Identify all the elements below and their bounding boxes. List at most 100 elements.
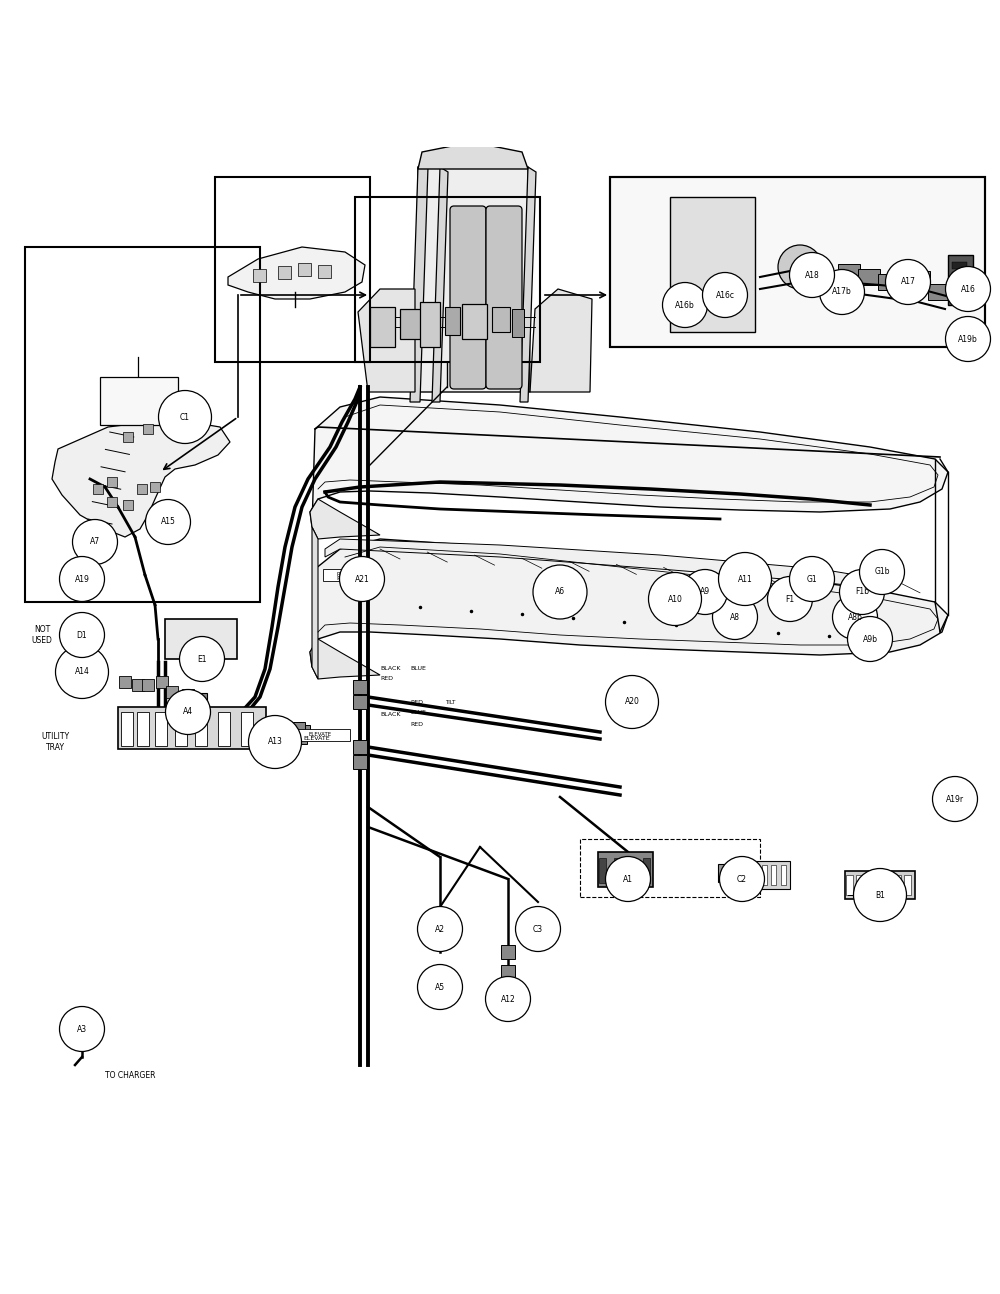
Text: BLUE: BLUE — [410, 666, 426, 672]
Bar — [192, 694, 207, 705]
Polygon shape — [310, 397, 948, 527]
Bar — [137, 484, 147, 494]
Text: C1: C1 — [180, 413, 190, 422]
Bar — [400, 309, 425, 339]
Bar — [908, 270, 930, 287]
Text: E1: E1 — [197, 655, 207, 664]
Bar — [68, 619, 88, 637]
Text: A16: A16 — [961, 285, 975, 294]
Bar — [420, 302, 440, 347]
Bar — [25, 247, 260, 602]
Text: A14: A14 — [75, 668, 89, 677]
Circle shape — [166, 690, 210, 735]
Polygon shape — [415, 157, 530, 392]
Bar — [123, 499, 133, 510]
Text: A2: A2 — [435, 924, 445, 933]
Bar — [93, 484, 103, 494]
Bar — [512, 309, 524, 336]
Circle shape — [946, 317, 990, 361]
Bar — [762, 864, 767, 885]
Text: INVACARE: INVACARE — [470, 261, 475, 292]
Text: C3: C3 — [533, 924, 543, 933]
Bar — [628, 858, 635, 883]
Circle shape — [682, 569, 728, 615]
Bar — [771, 864, 776, 885]
Text: A4: A4 — [183, 708, 193, 717]
Polygon shape — [358, 289, 415, 392]
Text: A17b: A17b — [832, 287, 852, 296]
Bar — [610, 177, 985, 347]
Bar — [670, 197, 755, 333]
Bar — [621, 858, 635, 872]
Circle shape — [848, 616, 893, 661]
Bar — [155, 712, 167, 747]
Bar — [291, 722, 305, 736]
Text: A9: A9 — [700, 587, 710, 597]
Circle shape — [718, 553, 772, 606]
Text: F1: F1 — [785, 594, 795, 603]
Text: A6: A6 — [555, 587, 565, 597]
Circle shape — [606, 857, 650, 902]
Circle shape — [854, 868, 906, 921]
Polygon shape — [432, 167, 448, 402]
Circle shape — [662, 282, 708, 327]
Bar — [218, 712, 230, 747]
Bar — [182, 688, 194, 701]
Bar — [952, 282, 967, 289]
Bar — [752, 861, 790, 889]
Circle shape — [340, 556, 384, 602]
Bar — [100, 377, 178, 424]
Bar — [845, 871, 915, 899]
Bar — [856, 875, 863, 895]
Circle shape — [712, 594, 758, 639]
Text: A20: A20 — [625, 697, 639, 707]
Circle shape — [860, 550, 904, 594]
Bar — [614, 858, 621, 883]
Bar — [433, 936, 447, 949]
Bar — [599, 858, 606, 883]
Text: C2: C2 — [737, 875, 747, 884]
Text: A7: A7 — [90, 537, 100, 546]
Bar — [132, 679, 144, 691]
Circle shape — [648, 572, 702, 625]
Text: A8: A8 — [730, 612, 740, 621]
Text: A10: A10 — [668, 594, 682, 603]
Text: UTILITY
TRAY: UTILITY TRAY — [41, 732, 69, 752]
Circle shape — [778, 245, 822, 289]
Bar — [952, 292, 967, 299]
Polygon shape — [410, 167, 428, 402]
Text: RED: RED — [380, 677, 393, 682]
Text: A16c: A16c — [716, 290, 734, 299]
Bar — [885, 875, 892, 895]
Text: A19r: A19r — [946, 795, 964, 804]
Polygon shape — [52, 419, 230, 537]
Text: G1b: G1b — [874, 568, 890, 577]
Text: A8b: A8b — [848, 612, 862, 621]
Bar — [865, 875, 872, 895]
Text: A18: A18 — [805, 270, 819, 280]
Bar — [781, 864, 786, 885]
Bar — [501, 945, 515, 959]
Bar — [353, 681, 367, 694]
Bar — [323, 569, 373, 581]
Circle shape — [768, 577, 812, 621]
Bar — [241, 712, 253, 747]
Bar — [433, 915, 447, 929]
Bar — [501, 965, 515, 980]
Circle shape — [146, 499, 190, 545]
Bar — [156, 675, 168, 688]
Polygon shape — [310, 540, 948, 666]
Bar — [137, 712, 149, 747]
Polygon shape — [520, 167, 536, 402]
Bar — [580, 839, 760, 897]
Bar — [107, 497, 117, 507]
Polygon shape — [310, 499, 380, 540]
Bar — [462, 304, 487, 339]
Circle shape — [932, 776, 978, 822]
Bar — [355, 197, 540, 362]
Text: F1b: F1b — [855, 587, 869, 597]
Bar — [531, 908, 545, 923]
Polygon shape — [228, 247, 365, 299]
Bar — [318, 265, 331, 278]
Bar — [894, 875, 901, 895]
